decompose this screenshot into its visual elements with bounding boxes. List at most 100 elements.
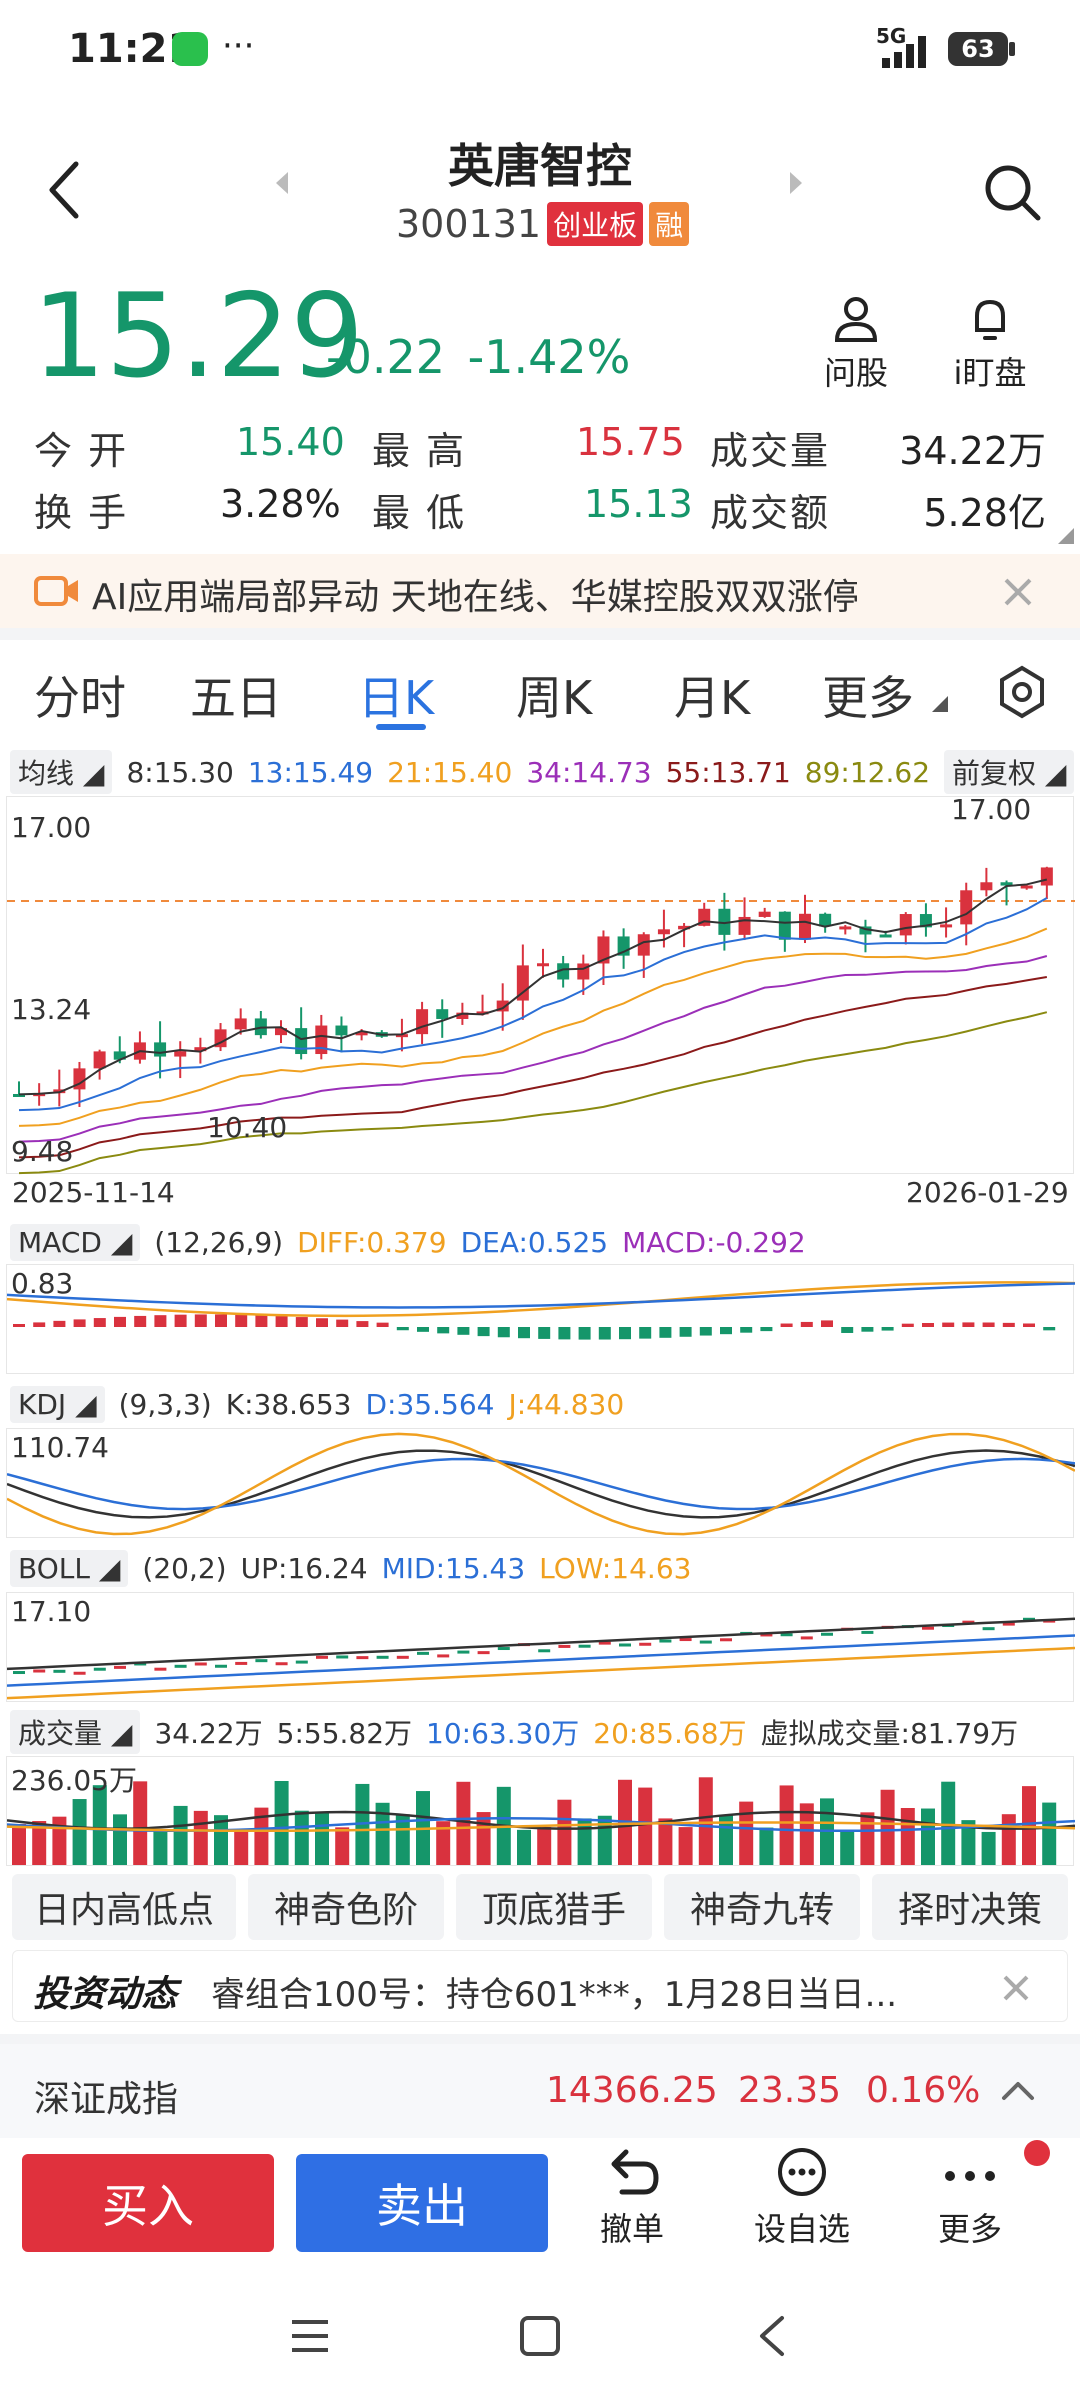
tab-five-day[interactable]: 五日 (190, 671, 282, 725)
ma21-value: 21:15.40 (387, 755, 513, 789)
candle-body (234, 1018, 247, 1030)
next-stock-icon[interactable] (786, 168, 806, 198)
candle-body (718, 908, 731, 935)
candle-body (476, 1011, 489, 1015)
settings-icon[interactable] (994, 664, 1050, 720)
candle-body (275, 1028, 287, 1036)
kdj-j: J:44.830 (508, 1387, 625, 1421)
add-watchlist-button[interactable]: 设自选 (742, 2146, 862, 2250)
candle-body (113, 1051, 126, 1060)
macd-bar (417, 1327, 429, 1332)
nav-back-icon[interactable] (752, 2314, 792, 2358)
candle-body (154, 1042, 167, 1057)
status-bar: 11:21 ··· 5G 63 (0, 0, 1080, 100)
vol-virtual: 虚拟成交量:81.79万 (760, 1717, 1019, 1750)
adjust-selector[interactable]: 前复权 ◢ (944, 750, 1075, 794)
volume-bar (779, 1785, 794, 1865)
feature-timing-decision[interactable]: 择时决策 (872, 1874, 1068, 1940)
macd-bar (295, 1317, 308, 1327)
ma-selector[interactable]: 均线 ◢ (10, 750, 113, 794)
wechat-icon (172, 32, 208, 66)
candle-body (416, 1009, 429, 1035)
tab-intraday[interactable]: 分时 (34, 671, 126, 725)
candle-body (1000, 882, 1013, 886)
feature-magic-nine[interactable]: 神奇九转 (664, 1874, 860, 1940)
macd-bar (901, 1323, 914, 1327)
battery-icon: 63 (948, 32, 1008, 66)
volume-chart[interactable]: 236.05万 (6, 1756, 1075, 1866)
boll-selector[interactable]: BOLL ◢ (10, 1549, 129, 1587)
boll-y-top: 17.10 (11, 1595, 92, 1628)
news-banner[interactable]: AI应用端局部异动 天地在线、华媒控股双双涨停 (0, 554, 1080, 628)
dots-circle-icon (778, 2148, 826, 2196)
ma-legend: 均线 ◢ 8:15.30 13:15.49 21:15.40 34:14.73 … (10, 750, 1070, 794)
tab-weekly-k[interactable]: 周K (516, 671, 593, 725)
high-value: 15.75 (576, 420, 685, 464)
kline-y-mid: 13.24 (11, 993, 92, 1026)
invest-news[interactable]: 投资动态 睿组合100号：持仓601***，1月28日当日... (12, 1950, 1068, 2022)
sell-button[interactable]: 卖出 (296, 2154, 548, 2252)
tab-more[interactable]: 更多 (822, 671, 914, 725)
boll-params: (20,2) (142, 1551, 227, 1585)
date-end: 2026-01-29 (906, 1176, 1069, 1209)
kline-chart[interactable]: 17.00 13.24 9.48 17.00 10.40 (6, 793, 1075, 1175)
current-price: 15.29 (32, 269, 365, 404)
vol-selector[interactable]: 成交量 ◢ (10, 1710, 141, 1754)
watch-button[interactable]: i盯盘 (940, 294, 1040, 394)
macd-bar (134, 1315, 147, 1327)
close-news-icon[interactable] (1001, 1973, 1031, 2003)
menu-icon[interactable] (288, 2314, 332, 2358)
feature-magic-color[interactable]: 神奇色阶 (248, 1874, 444, 1940)
macd-bar (255, 1315, 268, 1327)
feature-intraday-highlow[interactable]: 日内高低点 (12, 1874, 236, 1940)
vol-ma10: 10:63.30万 (426, 1717, 580, 1750)
index-change: 23.35 (738, 2070, 842, 2111)
index-bar[interactable]: 深证成指 14366.25 23.35 0.16% (0, 2044, 1080, 2138)
macd-chart[interactable]: 0.83 (6, 1264, 1075, 1374)
tab-monthly-k[interactable]: 月K (674, 671, 751, 725)
kdj-k: K:38.653 (225, 1387, 352, 1421)
feature-top-bottom-hunter[interactable]: 顶底猎手 (456, 1874, 652, 1940)
volume-bar (638, 1787, 653, 1865)
divider (0, 628, 1080, 640)
ma-label: 均线 (18, 757, 75, 790)
candle-body (174, 1051, 187, 1057)
open-value: 15.40 (236, 420, 345, 464)
macd-bar (275, 1316, 288, 1327)
buy-button[interactable]: 买入 (22, 2154, 274, 2252)
ask-stock-button[interactable]: 问股 (816, 294, 896, 394)
kline-min-mark: 10.40 (207, 1111, 288, 1144)
more-button[interactable]: 更多 (920, 2146, 1020, 2250)
home-icon[interactable] (518, 2314, 562, 2358)
candle-body (295, 1028, 308, 1055)
volume-bar (395, 1814, 410, 1865)
vol-ma20: 20:85.68万 (593, 1717, 747, 1750)
volume-bar (315, 1811, 329, 1865)
back-icon[interactable] (44, 158, 84, 222)
volume-bar (739, 1801, 754, 1865)
tab-active-underline (376, 724, 426, 730)
macd-selector[interactable]: MACD ◢ (10, 1223, 141, 1261)
volume-bar (1022, 1786, 1036, 1865)
tab-daily-k[interactable]: 日K (358, 671, 435, 725)
search-icon[interactable] (980, 160, 1044, 224)
network-label: 5G (876, 24, 907, 48)
expand-corner-icon[interactable] (1058, 528, 1074, 544)
vol-ma5: 5:55.82万 (276, 1717, 413, 1750)
cancel-order-button[interactable]: 撤单 (580, 2146, 684, 2250)
board-badge: 创业板 (547, 202, 644, 246)
macd-bar (1043, 1327, 1056, 1331)
kdj-selector[interactable]: KDJ ◢ (10, 1385, 105, 1423)
prev-stock-icon[interactable] (272, 168, 292, 198)
boll-chart[interactable]: 17.10 (6, 1592, 1075, 1702)
kdj-chart[interactable]: 110.74 (6, 1428, 1075, 1538)
macd-bar (760, 1327, 773, 1332)
close-icon[interactable] (1002, 576, 1034, 608)
volume-bar (961, 1820, 976, 1865)
macd-bar (861, 1327, 874, 1332)
candle-body (93, 1051, 106, 1069)
volume-bar (799, 1803, 814, 1865)
chevron-up-icon[interactable] (1000, 2078, 1036, 2102)
macd-diff: DIFF:0.379 (297, 1225, 447, 1259)
kdj-legend: KDJ ◢ (9,3,3) K:38.653 D:35.564 J:44.830 (10, 1384, 638, 1424)
